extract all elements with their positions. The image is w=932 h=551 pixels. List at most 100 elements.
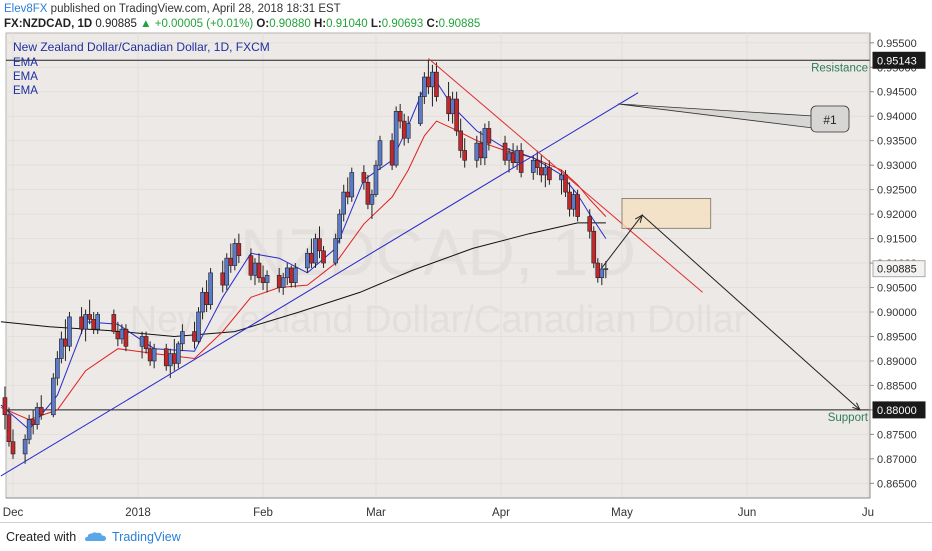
close-value: 0.90885 bbox=[438, 18, 481, 30]
candles bbox=[2, 59, 609, 464]
candle-body bbox=[111, 314, 117, 332]
candle-body bbox=[264, 274, 270, 283]
candle-body bbox=[514, 150, 520, 164]
candle-bear bbox=[547, 160, 552, 185]
price-tick-label: 0.89500 bbox=[877, 331, 917, 343]
candle-body bbox=[51, 377, 56, 416]
candle-body bbox=[10, 441, 16, 455]
candle-body bbox=[38, 407, 44, 416]
candle-body bbox=[345, 191, 351, 198]
candle-bull bbox=[369, 189, 375, 219]
price-label: 0.95143 bbox=[872, 51, 926, 69]
candle-bull bbox=[59, 331, 64, 364]
time-tick-label: Jun bbox=[738, 507, 757, 519]
legend-ema-2[interactable]: EMA bbox=[13, 71, 38, 83]
arrow-head-up bbox=[634, 214, 643, 223]
candle-body bbox=[543, 167, 548, 176]
time-axis[interactable]: Dec 2018 Feb Mar Apr May Jun Ju bbox=[3, 497, 874, 519]
candle-bear bbox=[143, 331, 149, 354]
candle-bull bbox=[95, 312, 100, 335]
time-tick-label: Dec bbox=[3, 507, 24, 519]
candle-body bbox=[530, 159, 536, 173]
candle-bull bbox=[22, 434, 28, 464]
candle-body bbox=[333, 238, 338, 264]
candle-body bbox=[397, 111, 403, 122]
price-axis[interactable]: 0.955000.950000.945000.940000.935000.930… bbox=[869, 33, 926, 498]
candle-body bbox=[204, 292, 209, 305]
candle-bull bbox=[232, 238, 238, 271]
publish-info: published on TradingView.com, April 28, … bbox=[50, 3, 341, 15]
legend-ema-3[interactable]: EMA bbox=[13, 85, 38, 97]
candle-body bbox=[147, 348, 153, 362]
candle-bear bbox=[10, 429, 16, 459]
price-tick-label: 0.92500 bbox=[877, 185, 917, 197]
candle-body bbox=[595, 262, 601, 279]
candle-body bbox=[567, 191, 572, 210]
tradingview-cloud-icon[interactable] bbox=[84, 531, 108, 543]
trendline-red bbox=[428, 58, 703, 293]
candle-body bbox=[510, 152, 516, 164]
candle-body bbox=[389, 140, 395, 166]
candle-body bbox=[284, 267, 290, 279]
candle-bear bbox=[534, 150, 540, 175]
price-tick-label: 0.92000 bbox=[877, 209, 917, 221]
horizontal-levels: Resistance Support bbox=[6, 59, 870, 424]
candle-body bbox=[143, 336, 149, 350]
open-label: O: bbox=[256, 18, 270, 30]
candle-body bbox=[401, 120, 407, 139]
candle-body bbox=[123, 328, 129, 347]
price-label: 0.88000 bbox=[872, 401, 926, 419]
candle-bull bbox=[196, 307, 201, 344]
candle-body bbox=[220, 272, 226, 286]
last-price: 0.90885 bbox=[95, 18, 137, 30]
candle-bear bbox=[6, 407, 12, 447]
time-tick-label: Mar bbox=[366, 507, 386, 519]
low-value: 0.90693 bbox=[381, 18, 424, 30]
candle-body bbox=[248, 255, 254, 276]
candle-body bbox=[393, 111, 399, 166]
candle-body bbox=[337, 213, 342, 239]
price-tick-label: 0.87500 bbox=[877, 429, 917, 441]
candle-body bbox=[575, 194, 580, 217]
candle-body bbox=[280, 277, 286, 288]
legend-ema-1[interactable]: EMA bbox=[13, 57, 38, 69]
candle-bull bbox=[55, 351, 60, 386]
candle-body bbox=[6, 414, 12, 443]
candle-bull bbox=[341, 184, 347, 222]
time-tick-label: Ju bbox=[862, 507, 874, 519]
candle-bull bbox=[293, 263, 298, 288]
price-tick-label: 0.91500 bbox=[877, 234, 917, 246]
price-tick-label: 0.86500 bbox=[877, 478, 917, 490]
time-tick-label: 2018 bbox=[125, 507, 151, 519]
price-label-text: 0.90885 bbox=[877, 264, 917, 276]
candle-bull bbox=[180, 324, 185, 352]
candle-body bbox=[482, 128, 488, 159]
candle-bear bbox=[236, 233, 242, 264]
candle-body bbox=[405, 123, 411, 139]
candle-bear bbox=[434, 62, 439, 102]
price-tick-label: 0.88500 bbox=[877, 380, 917, 392]
candle-body bbox=[67, 316, 72, 347]
candle-body bbox=[87, 314, 92, 320]
candle-bear bbox=[256, 253, 262, 283]
candle-body bbox=[139, 336, 145, 347]
candle-body bbox=[418, 96, 423, 124]
target-zone-box bbox=[621, 198, 712, 229]
candle-bull bbox=[333, 233, 338, 266]
candle-body bbox=[2, 397, 8, 416]
tradingview-brand-link[interactable]: TradingView bbox=[112, 530, 181, 544]
price-tick-label: 0.94500 bbox=[877, 87, 917, 99]
candle-bull bbox=[373, 160, 379, 197]
candle-bull bbox=[349, 167, 355, 202]
candle-body bbox=[79, 316, 84, 330]
author-link[interactable]: Elev8FX bbox=[4, 3, 48, 15]
candle-body bbox=[163, 348, 169, 367]
close-label: C: bbox=[426, 18, 439, 30]
candle-bull bbox=[224, 253, 230, 290]
candle-body bbox=[91, 319, 96, 330]
price-label: 0.90885 bbox=[872, 260, 926, 278]
candle-bull bbox=[34, 402, 40, 430]
candle-body bbox=[446, 96, 451, 115]
price-tick-label: 0.93000 bbox=[877, 160, 917, 172]
ohlc-line: FX:NZDCAD, 1D 0.90885 ▲ +0.00005 (+0.01%… bbox=[4, 17, 480, 32]
